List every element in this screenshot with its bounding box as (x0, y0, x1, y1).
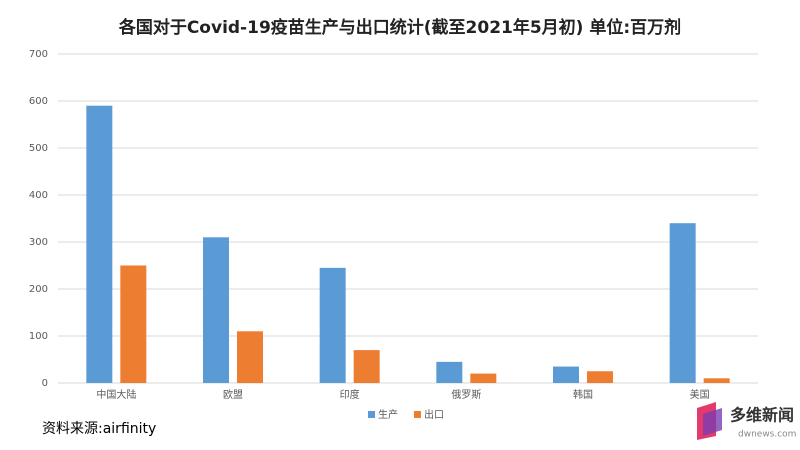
x-tick-label: 印度 (340, 388, 360, 401)
logo: 多维新闻 dwnews.com (697, 402, 796, 440)
bar (203, 237, 229, 383)
y-tick-label: 500 (29, 143, 48, 154)
logo-url: dwnews.com (738, 430, 796, 440)
legend-swatch (414, 411, 421, 418)
logo-name: 多维新闻 (730, 406, 794, 425)
y-tick-label: 300 (29, 237, 48, 248)
x-tick-label: 美国 (690, 388, 710, 401)
bar (553, 366, 579, 383)
chart-title: 各国对于Covid-19疫苗生产与出口统计(截至2021年5月初) 单位:百万剂 (118, 17, 681, 38)
legend-label: 出口 (424, 408, 444, 421)
logo-icon (703, 408, 722, 436)
bar (319, 267, 346, 383)
y-tick-label: 600 (29, 96, 48, 107)
x-tick-label: 韩国 (573, 388, 593, 401)
bar (120, 265, 147, 383)
y-tick-label: 700 (29, 49, 48, 60)
y-tick-label: 400 (29, 190, 48, 201)
legend-swatch (368, 411, 375, 418)
y-tick-label: 100 (29, 331, 48, 342)
bar (703, 378, 730, 383)
bar (86, 105, 113, 383)
bar (587, 371, 613, 383)
bar (470, 373, 497, 383)
x-tick-label: 欧盟 (223, 389, 243, 401)
legend-label: 生产 (378, 408, 398, 421)
bar (237, 331, 263, 383)
x-tick-label: 中国大陆 (96, 388, 136, 401)
source: 资料来源:airfinity (42, 421, 156, 437)
bar (353, 350, 380, 383)
x-tick-label: 俄罗斯 (451, 388, 481, 401)
y-tick-label: 0 (42, 378, 48, 389)
bar (436, 361, 463, 383)
y-tick-label: 200 (29, 284, 48, 295)
bar (669, 223, 696, 383)
